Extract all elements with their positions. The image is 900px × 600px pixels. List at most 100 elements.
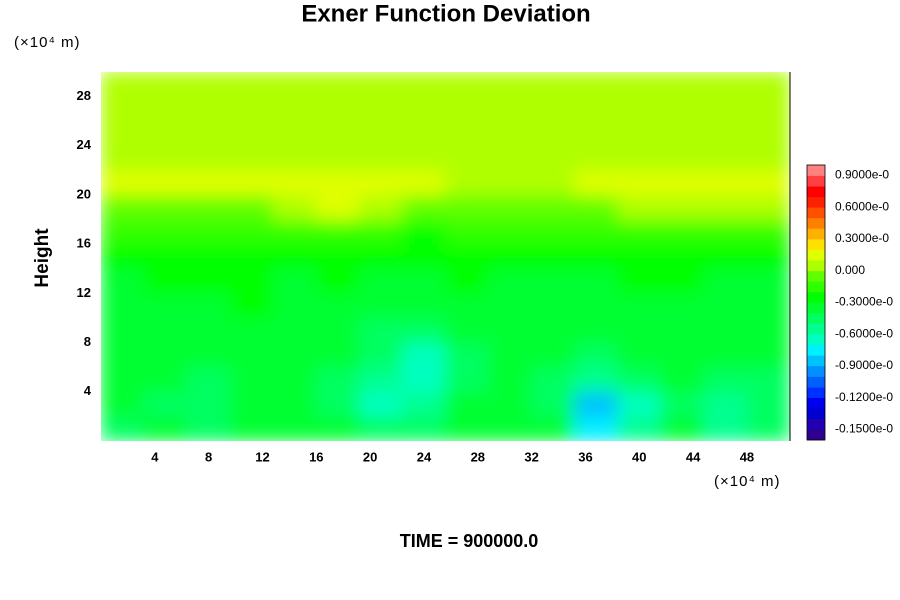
field-cell: [358, 96, 403, 122]
colorbar-band: [807, 387, 825, 398]
field-cell: [660, 415, 705, 441]
field-cell: [229, 391, 274, 417]
field-cell: [229, 169, 274, 196]
colorbar-label: -0.1200e-0: [835, 390, 893, 404]
field-cell: [660, 317, 705, 344]
field-cell: [574, 391, 619, 417]
x-tick-label: 8: [205, 449, 212, 464]
field-cell: [229, 96, 274, 122]
field-cell: [143, 391, 188, 417]
field-cell: [703, 366, 748, 393]
colorbar-band: [807, 376, 825, 388]
field-cell: [186, 72, 231, 98]
field-cell: [574, 96, 619, 122]
field-cell: [488, 219, 533, 245]
field-cell: [660, 219, 705, 245]
field-cell: [401, 194, 446, 221]
field-cell: [186, 415, 231, 441]
field-cell: [101, 317, 145, 344]
field-cell: [229, 145, 274, 171]
field-cell: [660, 268, 705, 294]
field-cell: [703, 169, 748, 196]
field-cell: [703, 145, 748, 171]
colorbar-band: [807, 281, 825, 293]
x-tick-label: 44: [686, 449, 701, 464]
field-cell: [101, 268, 145, 294]
x-tick-label: 40: [632, 449, 646, 464]
field-cell: [445, 243, 490, 270]
field-cell: [401, 243, 446, 270]
x-tick-label: 12: [255, 449, 269, 464]
field-cell: [617, 292, 662, 319]
field-cell: [746, 72, 790, 98]
field-cell: [531, 194, 576, 221]
field-cell: [143, 415, 188, 441]
field-cell: [660, 72, 705, 98]
colorbar-label: -0.6000e-0: [835, 326, 893, 340]
field-cell: [143, 342, 188, 368]
field-cell: [229, 243, 274, 270]
field-cell: [703, 415, 748, 441]
field-cell: [186, 219, 231, 245]
field-cell: [401, 391, 446, 417]
colorbar-band: [807, 334, 825, 346]
field-cell: [531, 317, 576, 344]
field-cell: [272, 194, 317, 221]
field-cell: [401, 268, 446, 294]
field-cell: [315, 342, 360, 368]
field-cell: [574, 72, 619, 98]
field-cell: [574, 292, 619, 319]
field-cell: [401, 317, 446, 344]
colorbar-band: [807, 260, 825, 272]
field-cell: [358, 219, 403, 245]
field-cell: [445, 292, 490, 319]
colorbar-band: [807, 249, 825, 261]
field-cell: [272, 243, 317, 270]
footer: TIME = 900000.0: [400, 531, 539, 551]
field-cell: [488, 145, 533, 171]
field-cell: [186, 169, 231, 196]
field-cell: [186, 194, 231, 221]
field-cell: [272, 415, 317, 441]
colorbar-band: [807, 313, 825, 324]
field-cell: [272, 145, 317, 171]
field-cell: [186, 96, 231, 122]
field-cell: [617, 366, 662, 393]
colorbar-band: [807, 302, 825, 314]
field-cell: [358, 72, 403, 98]
field-cell: [531, 243, 576, 270]
field-cell: [272, 342, 317, 368]
colorbar-label: 0.3000e-0: [835, 231, 889, 245]
x-tick-label: 28: [471, 449, 485, 464]
field-cell: [401, 219, 446, 245]
field-cell: [315, 72, 360, 98]
field-cell: [143, 72, 188, 98]
field-cell: [229, 120, 274, 147]
field-cell: [488, 243, 533, 270]
field-cell: [574, 145, 619, 171]
field-cell: [229, 292, 274, 319]
field-cell: [101, 243, 145, 270]
field-cell: [445, 342, 490, 368]
field-cell: [186, 317, 231, 344]
field-cell: [186, 243, 231, 270]
field-cell: [531, 391, 576, 417]
field-cell: [445, 96, 490, 122]
field-cell: [617, 96, 662, 122]
field-cell: [272, 72, 317, 98]
field-cell: [746, 169, 790, 196]
field-cell: [488, 194, 533, 221]
field-cell: [229, 415, 274, 441]
colorbar-band: [807, 196, 825, 208]
field-cell: [401, 366, 446, 393]
field-cell: [617, 120, 662, 147]
field-cell: [488, 317, 533, 344]
field-cell: [315, 120, 360, 147]
field-cell: [445, 72, 490, 98]
field-cell: [617, 194, 662, 221]
x-tick-label: 36: [578, 449, 592, 464]
y-unit: (×10⁴ m): [14, 34, 81, 51]
y-tick-label: 20: [77, 186, 91, 201]
field-cell: [445, 120, 490, 147]
